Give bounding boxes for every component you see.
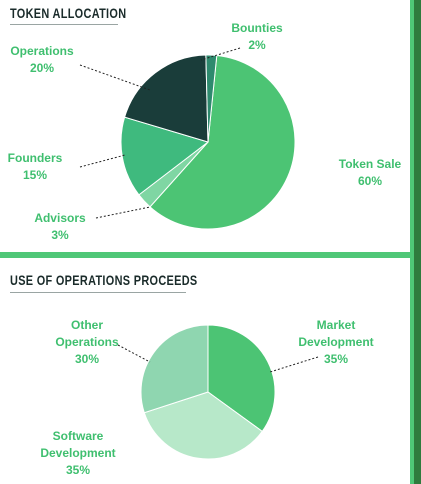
leader-line <box>79 154 126 168</box>
leader-line <box>269 356 319 373</box>
slice-name-label: Operations <box>10 44 74 58</box>
slice-label: Token Sale 60% <box>339 157 402 188</box>
slice-name-label: Other <box>71 318 103 332</box>
slice-label: Other Operations 30% <box>55 318 119 366</box>
slice-label: Operations 20% <box>10 44 74 75</box>
slice-value-label: 2% <box>248 38 266 52</box>
slice-name-label: Software <box>53 429 104 443</box>
token-allocation-title: TOKEN ALLOCATION <box>10 5 127 21</box>
leader-line <box>79 64 151 91</box>
slice-name-label: Bounties <box>231 21 283 35</box>
pie-slice-token-sale <box>149 54 296 230</box>
slice-name-label: Founders <box>8 151 63 165</box>
leader-line <box>117 344 151 363</box>
slice-value-label: 15% <box>23 168 47 182</box>
right-border <box>410 0 421 484</box>
pie-slice-other-operations <box>140 324 209 414</box>
slice-value-label: 20% <box>30 61 54 75</box>
slice-value-label: 60% <box>358 174 382 188</box>
slice-value-label: 30% <box>75 352 99 366</box>
leader-line <box>200 47 241 61</box>
right-border-edge <box>410 0 414 484</box>
slice-name-label: Operations <box>55 335 119 349</box>
pie-slice-operations <box>124 54 209 143</box>
slice-label: Market Development 35% <box>298 318 373 366</box>
slice-value-label: 35% <box>66 463 90 477</box>
slice-name-label: Token Sale <box>339 157 402 171</box>
section-divider <box>0 252 410 258</box>
slice-label: Bounties 2% <box>231 21 283 52</box>
leader-line <box>95 206 151 219</box>
slice-name-label: Development <box>40 446 115 460</box>
token-allocation-title-underline <box>10 24 118 25</box>
pie-slice-market-development <box>207 324 276 433</box>
slice-value-label: 35% <box>324 352 348 366</box>
operations-proceeds-title-underline <box>10 292 186 293</box>
slice-label: Founders 15% <box>8 151 63 182</box>
slice-name-label: Development <box>298 335 373 349</box>
slice-name-label: Market <box>317 318 356 332</box>
slice-label: Software Development 35% <box>40 429 115 477</box>
pie-slice-founders <box>120 116 210 196</box>
slice-value-label: 3% <box>51 228 69 242</box>
operations-proceeds-title: USE OF OPERATIONS PROCEEDS <box>10 272 198 288</box>
token-allocation-pie: Token Sale 60% Advisors 3% Founders 15% Operat… <box>8 21 402 242</box>
slice-label: Advisors 3% <box>34 211 86 242</box>
slice-name-label: Advisors <box>34 211 86 225</box>
operations-proceeds-pie: Market Development 35% Software Development 3… <box>40 318 373 477</box>
pie-slice-software-development <box>143 391 263 460</box>
